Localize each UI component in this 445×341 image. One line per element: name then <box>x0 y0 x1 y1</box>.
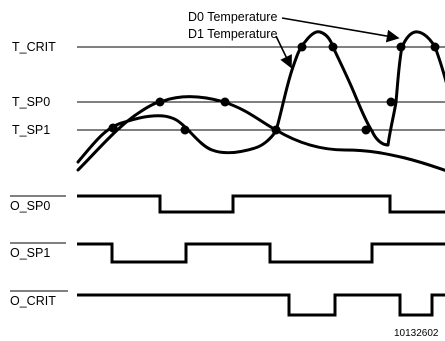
o-sp0-waveform <box>77 194 445 214</box>
d0-temperature-label: D0 Temperature <box>188 10 277 24</box>
d0-label-arrow <box>281 17 400 43</box>
o-sp0-label: O_SP0 <box>10 199 50 213</box>
d1-temperature-label: D1 Temperature <box>188 27 277 41</box>
crossing-markers <box>108 42 440 135</box>
o-sp1-label: O_SP1 <box>10 246 50 260</box>
d0-temperature-curve <box>76 95 445 172</box>
figure-id: 10132602 <box>394 328 439 339</box>
d1-temperature-curve <box>76 30 445 164</box>
t-sp0-label: T_SP0 <box>12 95 50 109</box>
o-crit-waveform <box>77 293 445 317</box>
o-crit-label: O_CRIT <box>10 294 56 308</box>
o-sp1-waveform <box>77 242 445 264</box>
t-sp1-label: T_SP1 <box>12 123 50 137</box>
t-crit-label: T_CRIT <box>12 40 56 54</box>
d1-label-arrow <box>275 35 292 69</box>
